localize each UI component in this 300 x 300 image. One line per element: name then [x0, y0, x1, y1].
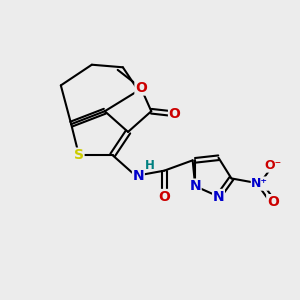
- Text: O: O: [158, 190, 170, 203]
- Text: S: S: [74, 148, 84, 162]
- Text: N: N: [189, 179, 201, 193]
- Text: O: O: [267, 195, 279, 209]
- Text: N: N: [213, 190, 224, 203]
- Text: O: O: [169, 107, 181, 121]
- Text: N⁺: N⁺: [251, 177, 268, 190]
- Text: H: H: [145, 159, 155, 172]
- Text: O: O: [135, 81, 147, 95]
- Text: N: N: [133, 169, 144, 183]
- Text: O⁻: O⁻: [264, 159, 281, 172]
